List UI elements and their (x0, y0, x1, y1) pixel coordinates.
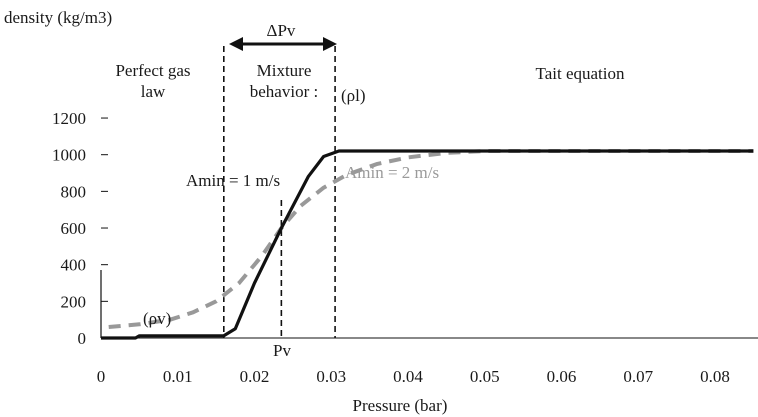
rho-v-label: (ρv) (143, 309, 171, 328)
tait-equation-label: Tait equation (536, 64, 625, 83)
y-tick-label: 600 (61, 219, 87, 238)
delta-pv-label: ΔPv (267, 21, 296, 40)
y-tick-label: 200 (61, 292, 87, 311)
x-axis-title: Pressure (bar) (353, 396, 448, 415)
x-tick-label: 0.08 (700, 367, 730, 386)
amin-1-label: Amin = 1 m/s (186, 171, 280, 190)
x-tick-label: 0.02 (240, 367, 270, 386)
x-tick-label: 0.03 (316, 367, 346, 386)
vertical-marker-group (223, 46, 336, 338)
series-line (108, 149, 754, 329)
mixture-label-line1: Mixture (257, 61, 312, 80)
pv-label: Pv (273, 341, 291, 360)
x-tick-label: 0.05 (470, 367, 500, 386)
x-tick-label: 0.06 (547, 367, 577, 386)
delta-pv-arrow (229, 37, 337, 51)
perfect-gas-label-line1: Perfect gas (115, 61, 190, 80)
y-tick-label: 400 (61, 256, 87, 275)
y-tick-label: 1200 (52, 109, 86, 128)
y-tick-label: 800 (61, 182, 87, 201)
x-tick-label: 0.01 (163, 367, 193, 386)
y-tick-group: 0 200 400 600 800 1000 1200 (52, 109, 108, 348)
y-tick-label: 0 (78, 329, 87, 348)
series-group (101, 149, 754, 340)
perfect-gas-label-line2: law (141, 82, 166, 101)
y-tick-label: 1000 (52, 146, 86, 165)
amin-2-label: Amin = 2 m/s (345, 163, 439, 182)
rho-l-label: (ρl) (341, 86, 366, 105)
x-tick-label: 0.07 (623, 367, 653, 386)
x-tick-group: 0 0.01 0.02 0.03 0.04 0.05 0.06 0.07 0.08 (97, 367, 730, 386)
x-tick-label: 0 (97, 367, 106, 386)
series-line (101, 149, 754, 340)
x-tick-label: 0.04 (393, 367, 423, 386)
y-axis-title: density (kg/m3) (4, 8, 112, 27)
mixture-label-line2: behavior : (250, 82, 318, 101)
